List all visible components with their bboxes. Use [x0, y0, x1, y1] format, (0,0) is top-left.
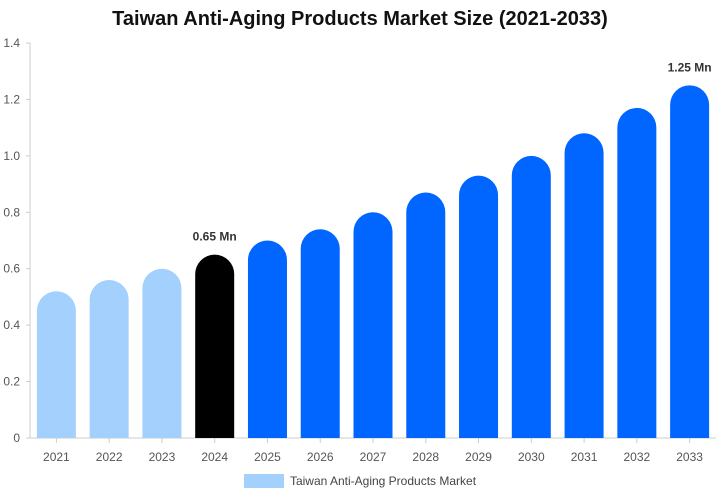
x-tick-label-2021: 2021	[43, 450, 70, 464]
legend[interactable]: Taiwan Anti-Aging Products Market	[0, 474, 720, 488]
y-tick-label: 0.6	[3, 262, 20, 276]
x-tick-label-2033: 2033	[676, 450, 703, 464]
bar-2027[interactable]	[353, 212, 393, 438]
bar-2021[interactable]	[36, 291, 76, 438]
bar-2033[interactable]	[670, 85, 710, 439]
x-tick-label-2023: 2023	[149, 450, 176, 464]
x-tick-label-2030: 2030	[518, 450, 545, 464]
y-tick-label: 1.2	[3, 92, 20, 106]
bar-2031[interactable]	[564, 133, 604, 439]
y-tick-label: 1.0	[3, 149, 20, 163]
y-tick-label: 1.4	[3, 36, 20, 50]
legend-label: Taiwan Anti-Aging Products Market	[289, 474, 477, 488]
y-tick-label: 0.4	[3, 318, 20, 332]
data-labels: 0.65 Mn 1.25 Mn	[193, 60, 712, 243]
y-tick-label: 0.2	[3, 375, 20, 389]
y-axis: 0 0.2 0.4 0.6 0.8 1.0 1.2 1.4	[3, 36, 31, 445]
x-tick-label-2025: 2025	[254, 450, 281, 464]
x-tick-label-2024: 2024	[201, 450, 228, 464]
bar-series	[36, 85, 710, 439]
data-label-2033: 1.25 Mn	[668, 60, 712, 74]
x-tick-label-2027: 2027	[360, 450, 387, 464]
bar-2024[interactable]	[195, 254, 235, 438]
bar-2025[interactable]	[247, 240, 287, 438]
x-tick-label-2026: 2026	[307, 450, 334, 464]
x-tick-label-2032: 2032	[623, 450, 650, 464]
x-axis: 2021 2022 2023 2024 2025 2026 2027 2028 2029 2030…	[30, 437, 716, 464]
bar-2030[interactable]	[511, 155, 551, 438]
bar-2023[interactable]	[142, 268, 182, 438]
x-tick-label-2022: 2022	[96, 450, 123, 464]
x-tick-label-2028: 2028	[412, 450, 439, 464]
legend-swatch	[243, 474, 284, 488]
bar-2026[interactable]	[300, 229, 340, 438]
y-tick-label: 0	[13, 431, 20, 445]
bar-2022[interactable]	[89, 280, 129, 438]
data-label-2024: 0.65 Mn	[193, 230, 237, 244]
bar-2028[interactable]	[406, 192, 446, 438]
bar-2032[interactable]	[617, 107, 657, 438]
x-tick-label-2029: 2029	[465, 450, 492, 464]
chart-title: Taiwan Anti-Aging Products Market Size (…	[112, 8, 608, 30]
x-tick-label-2031: 2031	[571, 450, 598, 464]
y-tick-label: 0.8	[3, 205, 20, 219]
bar-2029[interactable]	[459, 175, 499, 438]
